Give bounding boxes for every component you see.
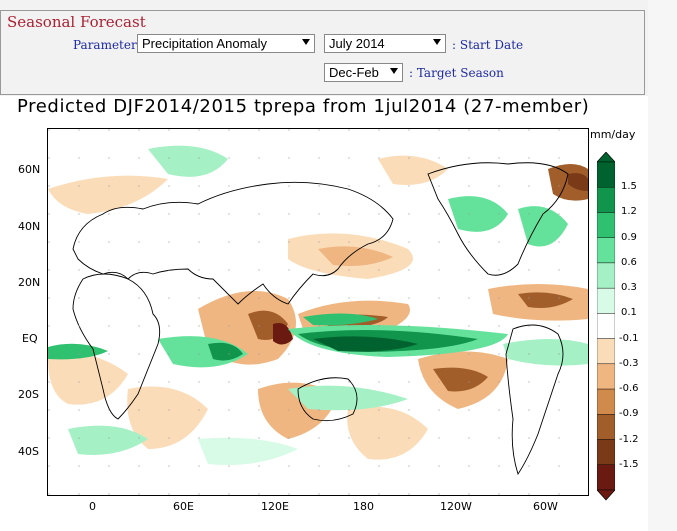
colorbar-tick-label: -1.5 xyxy=(619,458,639,470)
colorbar-segment xyxy=(597,237,615,264)
chart-title: Predicted DJF2014/2015 tprepa from 1jul2… xyxy=(17,96,590,117)
target-season-label: : Target Season xyxy=(409,66,504,80)
colorbar-segment xyxy=(597,262,615,289)
colorbar-segment xyxy=(597,439,615,465)
colorbar-tick-label: 1.2 xyxy=(621,206,637,218)
page-margin xyxy=(648,0,677,531)
y-tick-label: 60N xyxy=(18,163,41,176)
colorbar-segment xyxy=(597,313,615,339)
start-date-label: : Start Date xyxy=(452,38,524,52)
start-date-select[interactable]: July 2014 xyxy=(324,34,446,53)
colorbar-segment xyxy=(597,414,615,440)
colorbar-units: mm/day xyxy=(590,128,636,141)
colorbar-tick-label: 0.6 xyxy=(621,256,637,268)
colorbar-segment xyxy=(597,287,615,314)
x-tick-label: 60W xyxy=(533,500,558,513)
parameter-select[interactable]: Precipitation Anomaly xyxy=(137,34,315,53)
parameter-select-value: Precipitation Anomaly xyxy=(142,36,268,51)
colorbar-segment xyxy=(597,338,615,365)
x-tick-label: 180 xyxy=(353,500,374,513)
colorbar-tick-label: -0.3 xyxy=(619,357,639,369)
y-tick-label: EQ xyxy=(22,332,38,345)
colorbar-tick-label: -0.6 xyxy=(619,383,639,395)
graticule-dots xyxy=(48,129,588,495)
colorbar-segment xyxy=(597,212,615,238)
colorbar-segment xyxy=(597,161,615,188)
start-date-select-value: July 2014 xyxy=(329,36,385,51)
panel-title: Seasonal Forecast xyxy=(5,13,148,31)
x-tick-label: 120W xyxy=(440,500,472,513)
map-svg xyxy=(48,129,588,495)
colorbar-tick-label: -0.9 xyxy=(619,408,639,420)
colorbar-tick-label: 0.3 xyxy=(621,282,637,294)
colorbar-bottom-arrow xyxy=(597,489,615,501)
colorbar-tick-label: 0.1 xyxy=(621,307,637,319)
colorbar-tick-label: 1.5 xyxy=(621,181,637,193)
y-tick-label: 20N xyxy=(18,276,41,289)
colorbar-tick-label: 0.9 xyxy=(621,231,637,243)
chevron-down-icon xyxy=(302,39,310,45)
chevron-down-icon xyxy=(433,39,441,45)
x-tick-label: 60E xyxy=(173,500,194,513)
colorbar-tick-label: -1.2 xyxy=(619,433,639,445)
colorbar-segment xyxy=(597,388,615,415)
x-tick-label: 120E xyxy=(261,500,289,513)
colorbar-tick-label: -0.1 xyxy=(619,332,639,344)
y-tick-label: 40S xyxy=(18,445,39,458)
precip-anomaly-map xyxy=(47,128,589,496)
parameter-label: Parameter : xyxy=(73,38,145,52)
seasonal-forecast-panel: Seasonal Forecast Parameter : Precipitat… xyxy=(0,10,645,95)
chevron-down-icon xyxy=(390,68,398,74)
colorbar xyxy=(597,152,615,501)
colorbar-top-arrow xyxy=(597,152,615,163)
y-tick-label: 40N xyxy=(18,220,41,233)
x-tick-label: 0 xyxy=(89,500,96,513)
colorbar-segment xyxy=(597,464,615,491)
target-season-select-value: Dec-Feb xyxy=(329,65,379,80)
target-season-select[interactable]: Dec-Feb xyxy=(324,63,403,82)
y-tick-label: 20S xyxy=(18,388,39,401)
colorbar-segment xyxy=(597,363,615,390)
colorbar-segment xyxy=(597,187,615,213)
